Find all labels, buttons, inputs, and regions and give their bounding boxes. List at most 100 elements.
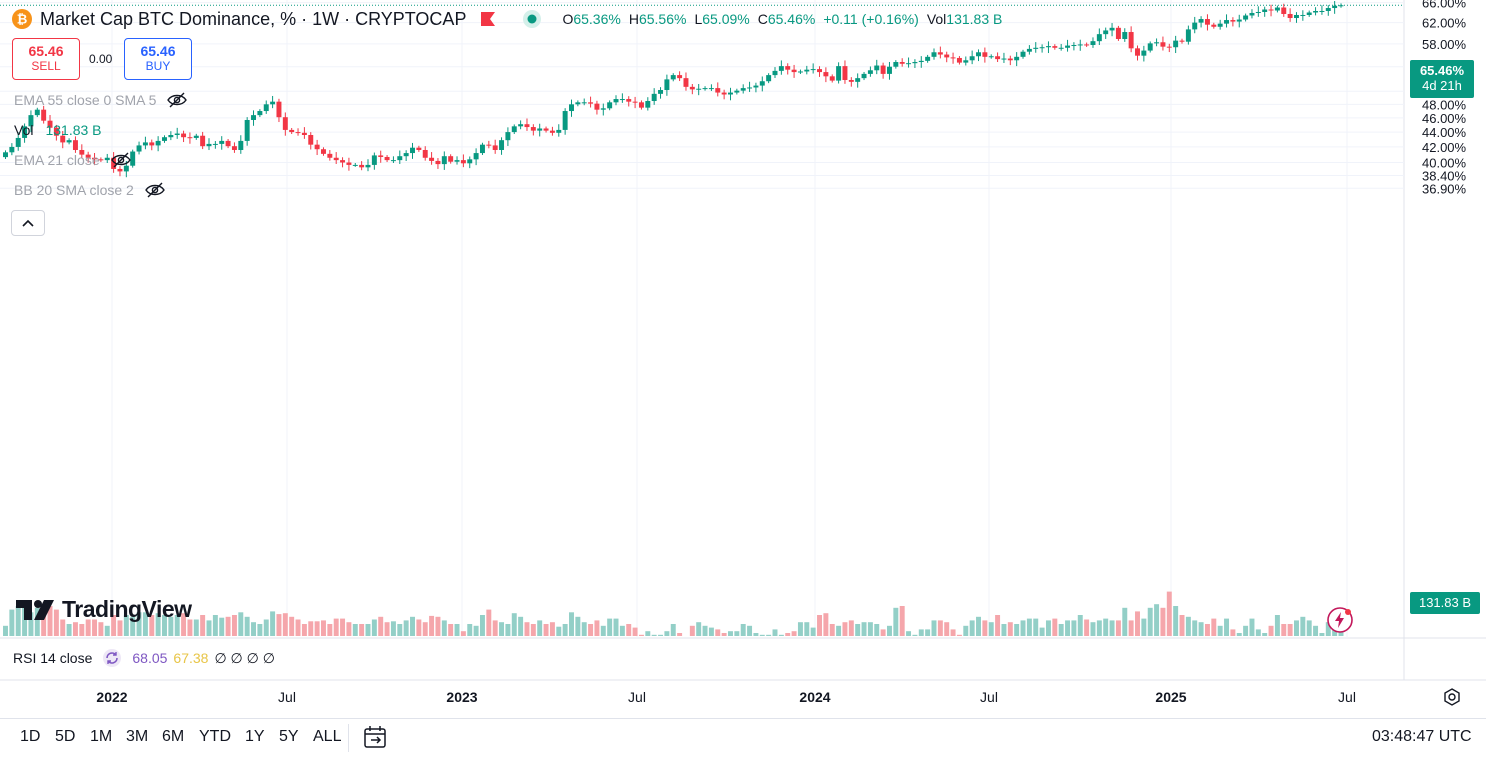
volume-bar [1007,622,1013,636]
volume-bar [1065,620,1071,636]
refresh-icon[interactable] [102,648,122,668]
volume-bar [60,619,66,636]
range-1y[interactable]: 1Y [245,728,265,745]
candle-body [314,144,320,150]
candle-body [588,102,594,104]
candle-body [1262,9,1268,12]
volume-bar [486,609,492,636]
symbol-title[interactable]: Market Cap BTC Dominance, % · 1W · CRYPT… [40,8,467,29]
volume-bar [66,624,72,636]
candle-body [200,135,206,147]
candle-body [658,90,664,94]
eye-off-icon[interactable] [110,152,132,168]
buy-button[interactable]: 65.46 BUY [124,38,192,80]
range-3m[interactable]: 3M [126,728,149,745]
candle-body [301,132,307,136]
candle-body [747,87,753,89]
range-5y[interactable]: 5Y [279,728,299,745]
volume-bar [797,622,803,636]
candle-body [855,78,861,82]
indicator-bb[interactable]: BB 20 SMA close 2 [14,182,166,198]
range-all[interactable]: ALL [313,728,342,745]
indicator-ema21[interactable]: EMA 21 close [14,152,132,168]
candle-body [365,164,371,168]
volume-bar [378,616,384,636]
x-tick-label: 2023 [446,689,478,705]
volume-bar [416,619,422,636]
x-tick-label: Jul [278,689,296,705]
range-1m[interactable]: 1M [90,728,113,745]
volume-bar [111,615,117,636]
candle-body [454,160,460,162]
volume-bar [867,622,873,636]
volume-bar [1160,607,1166,636]
candle-body [1243,15,1249,20]
volume-bar [142,612,148,636]
candle-body [492,145,498,150]
volume-bar [562,624,568,636]
range-1d[interactable]: 1D [20,728,41,745]
lightning-icon[interactable] [1326,606,1354,634]
volume-bar [1147,607,1153,636]
candle-body [479,144,485,154]
volume-bar [422,622,428,636]
candle-body [886,66,892,74]
volume-bar [537,620,543,636]
price-badge: 65.46% 4d 21h [1410,60,1474,98]
candle-body [728,92,733,95]
range-ytd[interactable]: YTD [199,728,231,745]
volume-bar [257,624,263,636]
candle-body [950,57,956,59]
volume-bar [511,613,517,636]
volume-bar [327,624,333,636]
volume-bar [658,634,664,636]
candle-body [499,140,505,150]
volume-bar [371,619,377,636]
volume-bar [1109,620,1115,636]
candle-body [842,66,848,80]
volume-bar [575,616,581,636]
candle-body [537,128,543,131]
x-tick-label: Jul [628,689,646,705]
volume-bar [524,622,530,636]
flag-icon[interactable] [480,11,496,27]
candle-body [562,111,568,130]
candle-body [346,162,352,165]
volume-bar [664,631,670,636]
indicator-volume[interactable]: Vol 131.83 B [14,122,102,138]
volume-bar [937,620,943,636]
eye-off-icon[interactable] [144,182,166,198]
calendar-goto-icon[interactable] [363,725,389,749]
market-status-icon[interactable] [522,9,542,29]
gear-icon[interactable] [1442,687,1462,707]
candle-body [98,159,104,161]
volume-bar [92,619,98,636]
utc-clock[interactable]: 03:48:47 UTC [1372,728,1472,745]
volume-bar [976,616,981,636]
range-6m[interactable]: 6M [162,728,185,745]
volume-bar [295,619,301,636]
volume-bar [1096,620,1102,636]
volume-bar [346,622,352,636]
volume-bar [696,622,702,636]
y-tick-label: 44.00% [1422,125,1467,140]
eye-off-icon[interactable] [166,92,188,108]
range-5d[interactable]: 5D [55,728,76,745]
candle-body [912,62,918,64]
volume-bar [569,612,574,636]
sell-button[interactable]: 65.46 SELL [12,38,80,80]
volume-bar [1122,607,1128,636]
candle-body [142,142,148,146]
indicator-ema55[interactable]: EMA 55 close 0 SMA 5 [14,92,188,108]
tradingview-logo[interactable]: TradingView [16,596,192,623]
chart-canvas[interactable]: 36.90%38.40%40.00%42.00%44.00%46.00%48.0… [0,0,1486,718]
candle-body [397,156,403,161]
volume-bar [1325,622,1331,636]
rsi-legend[interactable]: RSI 14 close 68.05 67.38 ∅ ∅ ∅ ∅ [13,648,275,668]
candle-body [422,149,428,158]
candle-body [1135,48,1140,56]
volume-bar [130,616,136,636]
collapse-legend-button[interactable] [11,210,45,236]
candle-body [829,76,835,81]
candle-body [66,140,72,143]
